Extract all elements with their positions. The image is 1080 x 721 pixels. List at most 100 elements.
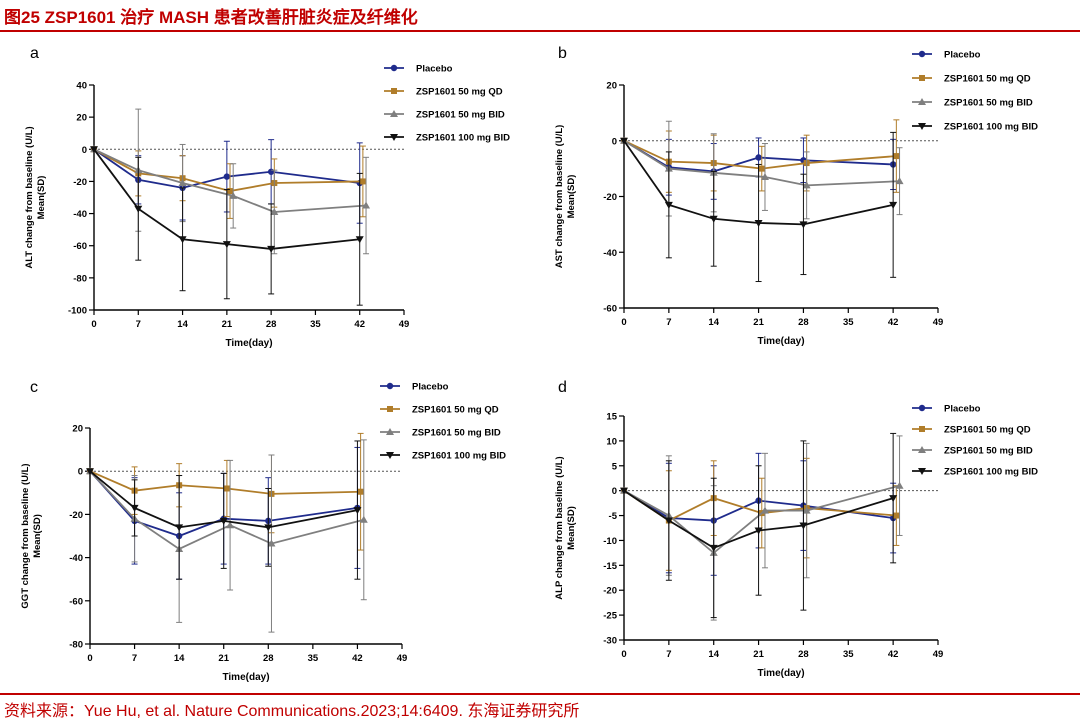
panel-d-x-tick-label: 7 <box>666 649 671 660</box>
panel-d-100mg-bid-point <box>754 527 763 535</box>
panel-c-legend-placebo-label: Placebo <box>412 382 449 393</box>
panel-c-legend-100mg-bid-marker <box>386 452 394 459</box>
panel-a-y-tick-label: -40 <box>73 209 87 220</box>
panel-d-100mg-bid-point <box>709 544 718 552</box>
panel-b-legend-50mg-qd-label: ZSP1601 50 mg QD <box>944 74 1031 85</box>
panel-d-x-tick-label: 0 <box>621 649 626 660</box>
panel-d-100mg-bid-point <box>889 495 898 503</box>
panel-b-x-tick-label: 42 <box>888 317 899 328</box>
panel-a-50mg-qd-point <box>227 188 234 195</box>
panel-c-x-tick-label: 35 <box>308 653 319 664</box>
panel-a-y-axis-sublabel: Mean(SD) <box>36 176 47 220</box>
panel-d-50mg-bid-point <box>760 506 769 514</box>
panel-b-letter: b <box>558 45 567 62</box>
panel-c-100mg-bid-point <box>175 524 184 532</box>
panel-d-y-tick-label: -10 <box>603 536 617 547</box>
panel-a-x-tick-label: 49 <box>399 319 410 330</box>
panel-c-x-axis-label: Time(day) <box>222 672 269 683</box>
panel-d-x-tick-label: 14 <box>708 649 719 660</box>
panel-c-legend-100mg-bid-label: ZSP1601 100 mg BID <box>412 451 506 462</box>
panel-d-y-axis-sublabel: Mean(SD) <box>566 506 577 550</box>
panel-a-100mg-bid-point <box>90 146 98 154</box>
panel-b-50mg-qd-line <box>623 139 897 170</box>
panel-b-legend-50mg-bid-marker <box>918 98 926 105</box>
panel-d-100mg-bid-point <box>620 487 628 495</box>
panel-b-x-tick-label: 21 <box>753 317 764 328</box>
panel-c-legend-50mg-qd-marker <box>387 406 393 412</box>
panel-a-y-tick-label: 0 <box>82 145 87 156</box>
panel-d-legend-50mg-bid-marker <box>918 446 926 453</box>
panel-b-y-tick-label: -20 <box>603 192 617 203</box>
panel-a-y-tick-label: -80 <box>73 273 87 284</box>
panel-b-x-tick-label: 35 <box>843 317 854 328</box>
panel-c-y-tick-label: 0 <box>78 467 83 478</box>
panel-d-100mg-bid-line <box>623 489 894 549</box>
panel-a-legend-100mg-bid-marker <box>390 134 398 141</box>
panel-c-letter: c <box>30 379 38 396</box>
panel-c-legend-placebo-marker <box>386 382 394 390</box>
panel-a-100mg-bid-point <box>267 245 276 253</box>
panel-a-100mg-bid-line <box>93 148 360 250</box>
panel-a-50mg-bid-point <box>178 179 187 187</box>
panel-d-y-tick-label: -20 <box>603 586 617 597</box>
panel-a-legend-50mg-qd-marker <box>391 88 397 94</box>
panel-c-y-tick-label: -40 <box>69 553 83 564</box>
panel-a-placebo-line <box>93 148 360 189</box>
panel-c-y-axis-sublabel: Mean(SD) <box>32 514 43 558</box>
panel-b-legend-100mg-bid-marker <box>918 123 926 130</box>
panel-a-placebo-point <box>267 168 275 175</box>
panel-b-50mg-qd-point <box>758 165 765 172</box>
panel-a-x-tick-label: 21 <box>222 319 233 330</box>
panel-d-100mg-bid-point <box>664 517 673 525</box>
panel-a-placebo-point <box>223 173 231 180</box>
panel-c-50mg-bid-point <box>359 515 368 523</box>
panel-d-x-axis-label: Time(day) <box>757 668 804 679</box>
panel-b-legend-50mg-bid-label: ZSP1601 50 mg BID <box>944 98 1033 109</box>
panel-c-x-tick-label: 49 <box>397 653 408 664</box>
panel-d-letter: d <box>558 379 567 396</box>
panel-d-y-tick-label: -5 <box>609 511 618 522</box>
panel-a-y-tick-label: -60 <box>73 241 87 252</box>
panel-d-legend-50mg-qd-label: ZSP1601 50 mg QD <box>944 425 1031 436</box>
panel-c-legend-50mg-bid-label: ZSP1601 50 mg BID <box>412 428 501 439</box>
panel-c-placebo-line <box>89 470 358 537</box>
panel-b-legend-placebo-label: Placebo <box>944 50 981 61</box>
panel-b-legend-100mg-bid-label: ZSP1601 100 mg BID <box>944 122 1038 133</box>
panel-d-100mg-bid-point <box>799 522 808 530</box>
panel-a-y-tick-label: 20 <box>76 113 87 124</box>
panel-a-50mg-bid-line <box>93 148 367 213</box>
panel-b-y-tick-label: 0 <box>612 136 617 147</box>
panel-a-x-tick-label: 42 <box>354 319 365 330</box>
panel-d-x-tick-label: 21 <box>753 649 764 660</box>
panel-c-y-tick-label: -20 <box>69 510 83 521</box>
panel-d-legend-placebo-label: Placebo <box>944 404 981 415</box>
panel-a-x-tick-label: 35 <box>310 319 321 330</box>
panel-d-x-tick-label: 42 <box>888 649 899 660</box>
panel-d-y-tick-label: 10 <box>606 436 617 447</box>
panel-d-legend-100mg-bid-marker <box>918 468 926 475</box>
panel-c-50mg-bid-point <box>267 539 276 547</box>
panel-b-y-axis-label: AST change from baseline (U/L) <box>554 125 565 269</box>
panel-a-y-axis-label: ALT change from baseline (U/L) <box>24 126 35 268</box>
panel-a-50mg-bid-point <box>270 207 279 215</box>
panel-c-y-tick-label: -80 <box>69 640 83 651</box>
panel-d-x-tick-label: 49 <box>933 649 944 660</box>
panel-c-x-tick-label: 7 <box>132 653 137 664</box>
panel-d-50mg-qd-point <box>893 512 900 519</box>
panel-a-50mg-qd-point <box>359 178 366 185</box>
source-rule <box>0 693 1080 695</box>
panel-c-100mg-bid-point <box>264 524 273 532</box>
panel-d-legend-placebo-marker <box>918 404 926 412</box>
panel-b-placebo-line <box>623 139 894 173</box>
panel-a-legend-50mg-qd-label: ZSP1601 50 mg QD <box>416 87 503 98</box>
panel-d-y-tick-label: 0 <box>612 486 617 497</box>
panel-c-100mg-bid-point <box>219 517 228 525</box>
panel-a-x-tick-label: 7 <box>136 319 141 330</box>
panel-c-legend-50mg-bid-marker <box>386 428 394 435</box>
panel-b-y-tick-label: -40 <box>603 248 617 259</box>
panel-b-x-tick-label: 14 <box>708 317 719 328</box>
panel-d-y-axis-label: ALP change from baseline (U/L) <box>554 456 565 599</box>
panel-a-50mg-qd-line <box>93 148 363 192</box>
panel-b-x-tick-label: 28 <box>798 317 809 328</box>
panel-b-x-tick-label: 0 <box>621 317 626 328</box>
